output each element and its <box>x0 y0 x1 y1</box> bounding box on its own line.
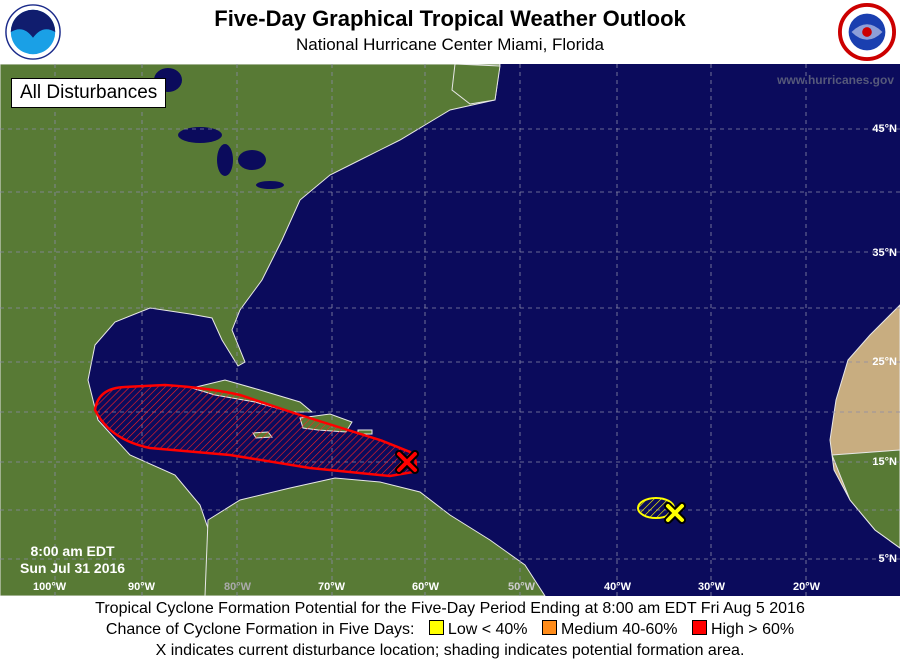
noaa-logo <box>5 4 61 60</box>
lon-label: 90°W <box>128 581 156 593</box>
lat-label: 15°N <box>872 456 897 468</box>
nws-logo <box>838 3 896 61</box>
header: Five-Day Graphical Tropical Weather Outl… <box>0 0 900 64</box>
lat-label: 25°N <box>872 356 897 368</box>
lon-label: 60°W <box>412 581 440 593</box>
high-swatch <box>691 620 707 635</box>
lon-label: 70°W <box>318 581 346 593</box>
page-subtitle: National Hurricane Center Miami, Florida <box>295 35 604 54</box>
footer-line-3: X indicates current disturbance location… <box>155 642 745 659</box>
website-label: www.hurricanes.gov <box>777 73 894 87</box>
issued-time-text: 8:00 am EDT <box>30 543 115 559</box>
low-swatch <box>428 620 444 635</box>
lon-label: 30°W <box>698 581 726 593</box>
legend-low: Low < 40% <box>447 621 528 638</box>
issued-date-text: Sun Jul 31 2016 <box>20 560 126 576</box>
lon-label: 100°W <box>33 581 67 593</box>
page-title: Five-Day Graphical Tropical Weather Outl… <box>214 6 686 31</box>
low-disturbance-x-icon[interactable] <box>664 502 686 524</box>
high-chance-area[interactable] <box>93 383 418 478</box>
map <box>0 64 900 596</box>
lon-label: 50°W <box>508 581 536 593</box>
medium-swatch <box>541 620 557 635</box>
newfoundland <box>451 64 501 105</box>
issued-time: 8:00 am EDT Sun Jul 31 2016 <box>20 543 125 577</box>
south-america <box>204 477 546 596</box>
legend-prefix: Chance of Cyclone Formation in Five Days… <box>105 621 415 638</box>
lon-label: 80°W <box>224 581 252 593</box>
footer-legend: Chance of Cyclone Formation in Five Days… <box>0 619 900 640</box>
footer-line-1: Tropical Cyclone Formation Potential for… <box>95 600 805 617</box>
lat-label: 45°N <box>872 123 897 135</box>
high-disturbance-x-icon[interactable] <box>395 450 419 474</box>
lat-label: 35°N <box>872 247 897 259</box>
view-label: All Disturbances <box>11 78 167 108</box>
great-lakes <box>154 68 284 189</box>
grid <box>0 64 900 596</box>
north-america <box>0 64 501 596</box>
lat-label: 5°N <box>878 553 897 565</box>
footer: Tropical Cyclone Formation Potential for… <box>0 598 900 661</box>
sahel <box>831 449 900 549</box>
lon-label: 40°W <box>604 581 632 593</box>
lon-label: 20°W <box>793 581 821 593</box>
legend-medium: Medium 40-60% <box>560 621 678 638</box>
legend-high: High > 60% <box>710 621 795 638</box>
